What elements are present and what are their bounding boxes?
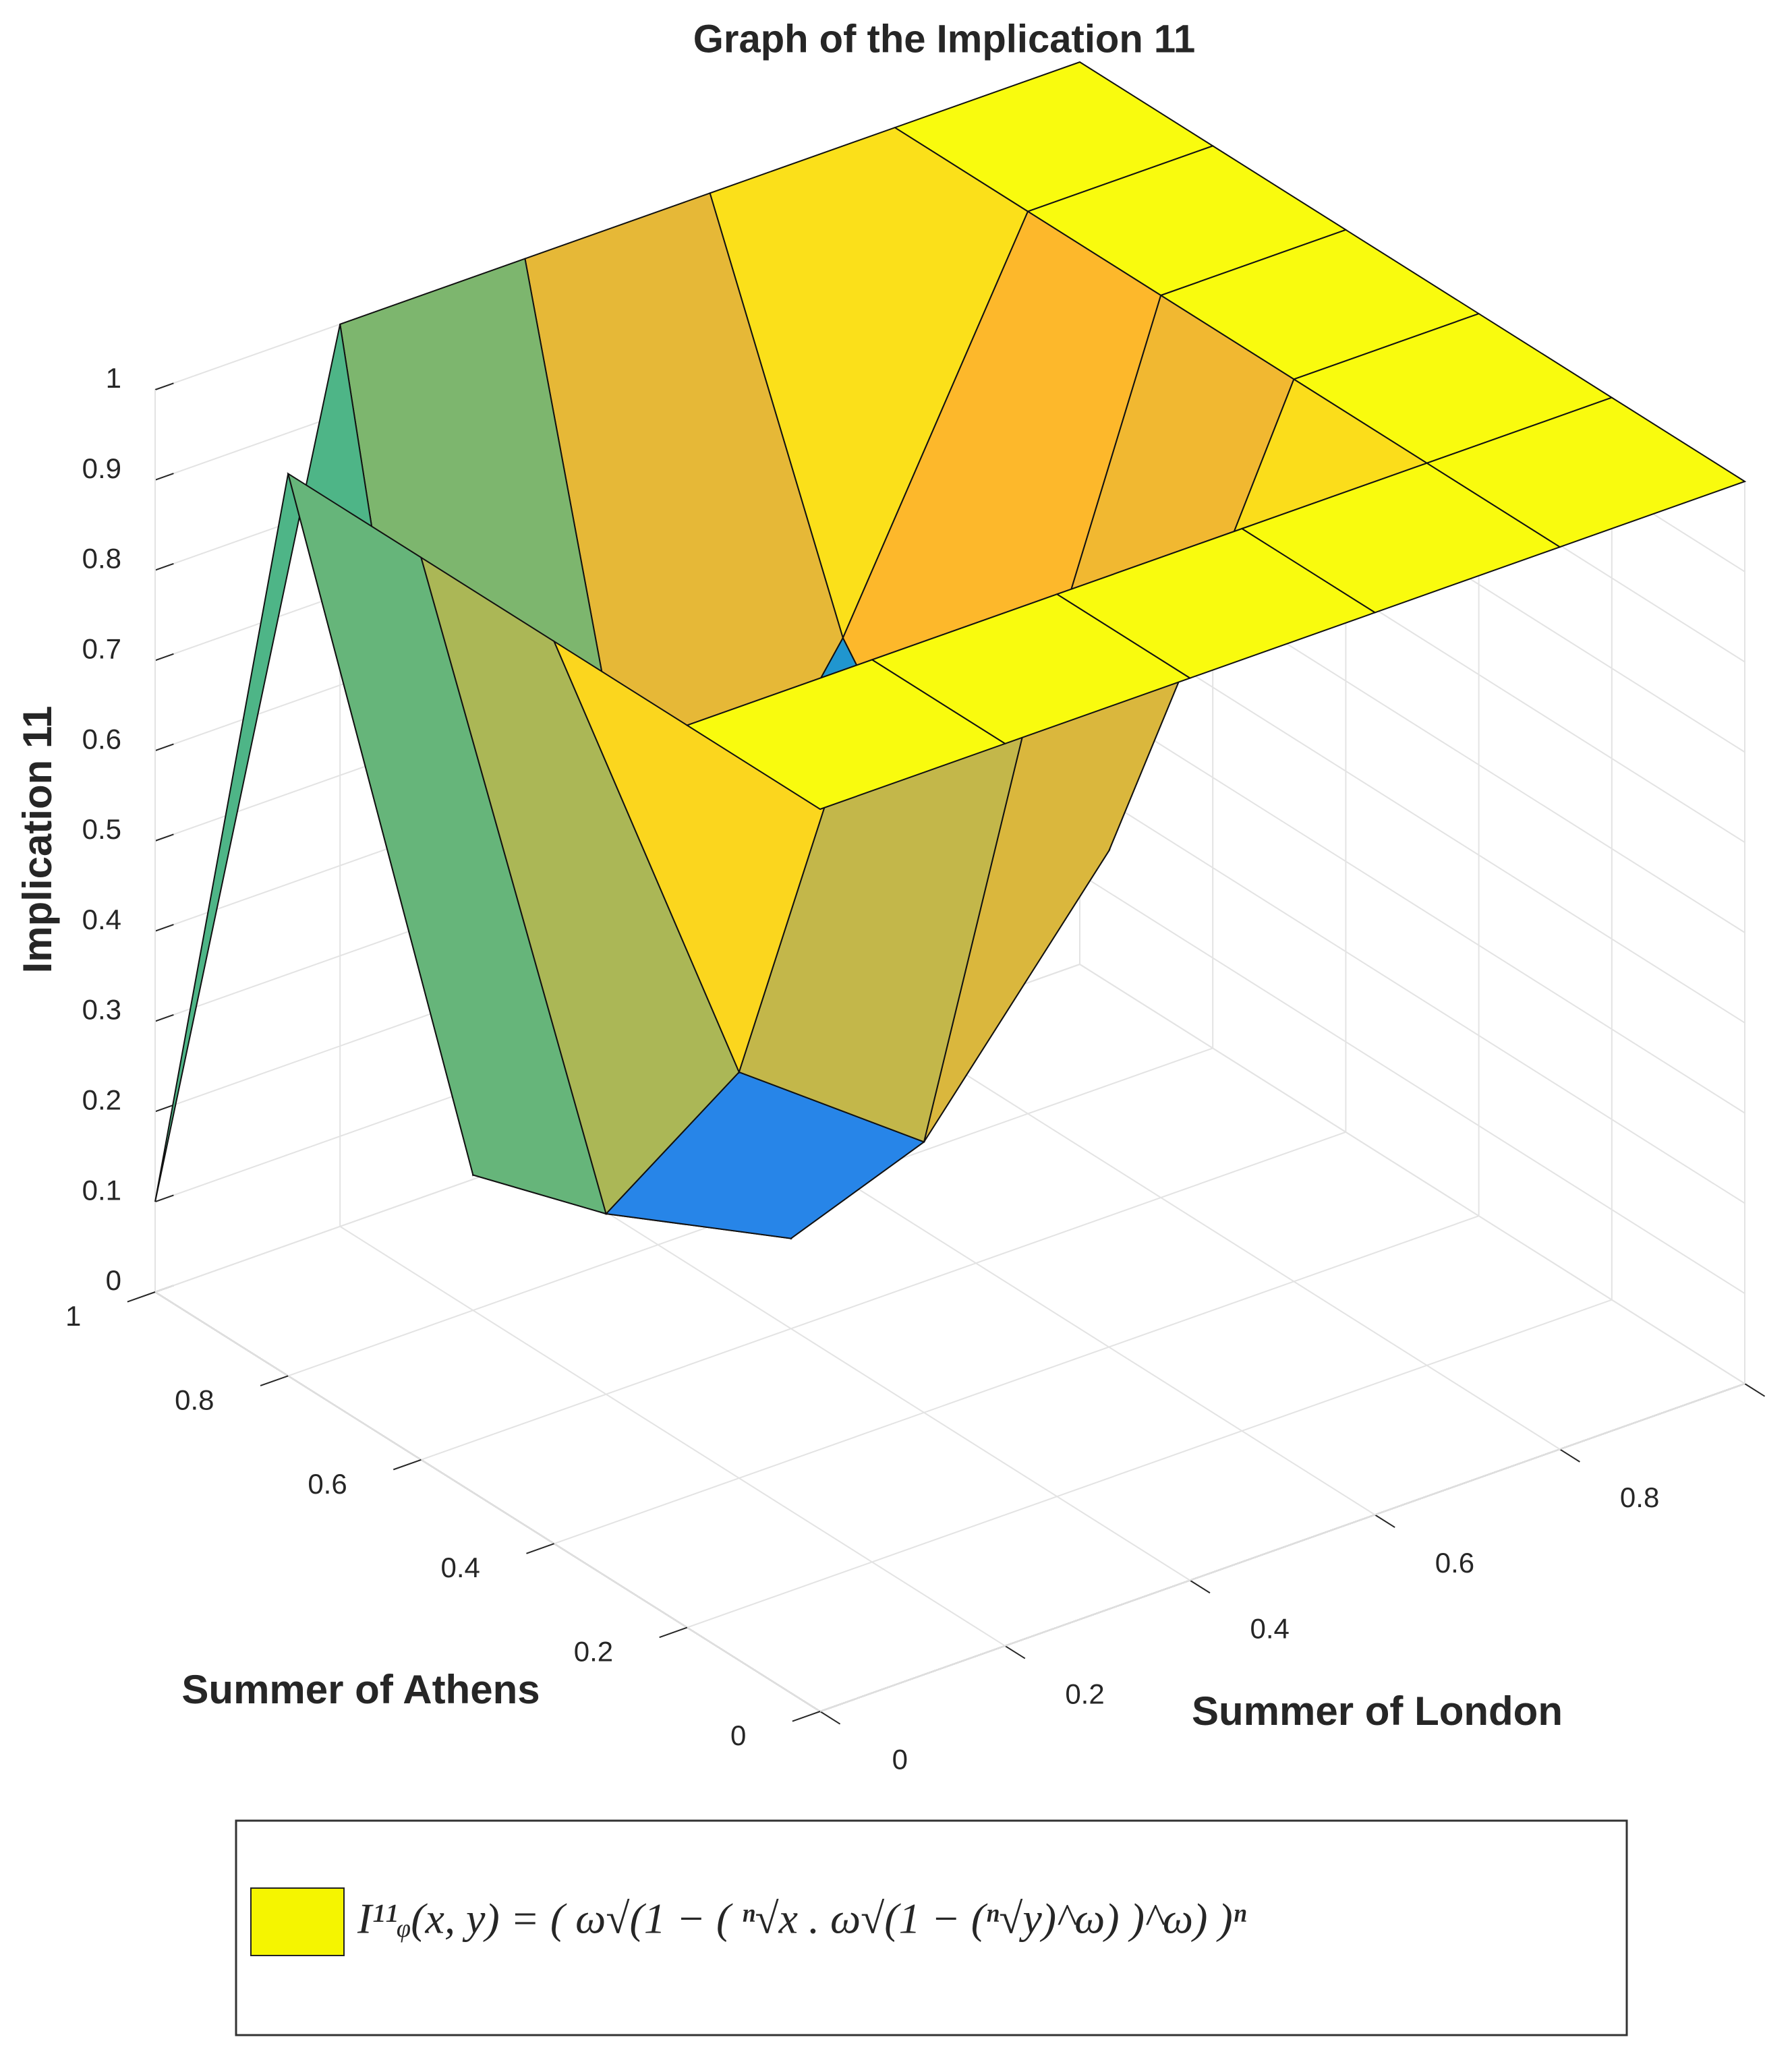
z-tick-label: 0.4 bbox=[82, 904, 121, 935]
tick-mark bbox=[154, 1194, 174, 1203]
tick-mark bbox=[154, 1014, 174, 1022]
tick-mark bbox=[154, 562, 174, 571]
tick-mark bbox=[154, 743, 174, 752]
tick-mark bbox=[154, 382, 174, 390]
tick-mark bbox=[154, 1104, 174, 1113]
legend-box bbox=[235, 1819, 1628, 2036]
tick-mark bbox=[393, 1459, 422, 1471]
grid-line bbox=[421, 1131, 1346, 1461]
x-tick-label: 0.4 bbox=[1250, 1612, 1290, 1644]
y-tick-label: 0.8 bbox=[175, 1384, 214, 1415]
tick-mark bbox=[154, 473, 174, 481]
tick-mark bbox=[1189, 1579, 1211, 1594]
y-tick-label: 1 bbox=[65, 1300, 81, 1332]
z-tick-label: 0.1 bbox=[82, 1174, 121, 1206]
z-tick-label: 0 bbox=[106, 1264, 121, 1296]
y-tick-label: 0 bbox=[730, 1720, 746, 1751]
tick-mark bbox=[792, 1711, 821, 1722]
tick-mark bbox=[154, 924, 174, 932]
chart-title: Graph of the Implication 11 bbox=[693, 17, 1195, 61]
x-tick-label: 0 bbox=[892, 1744, 908, 1775]
grid-line bbox=[1079, 964, 1745, 1384]
z-tick-label: 0.6 bbox=[82, 723, 121, 755]
surface bbox=[154, 61, 1747, 1240]
grid-line bbox=[339, 1225, 1006, 1647]
x-tick-label: 0.2 bbox=[1065, 1678, 1104, 1710]
tick-mark bbox=[1004, 1645, 1026, 1660]
grid-line bbox=[1079, 783, 1745, 1204]
z-tick-label: 0.2 bbox=[82, 1084, 121, 1115]
tick-mark bbox=[154, 653, 174, 662]
grid-line bbox=[154, 1291, 821, 1712]
legend-swatch bbox=[250, 1887, 345, 1956]
x-axis-label: Summer of London bbox=[1192, 1688, 1563, 1734]
tick-mark bbox=[1559, 1448, 1580, 1463]
x-tick-label: 0.8 bbox=[1620, 1481, 1659, 1513]
grid-line bbox=[819, 1383, 1745, 1712]
z-tick-label: 0.9 bbox=[82, 452, 121, 484]
grid-line bbox=[554, 1215, 1479, 1545]
tick-mark bbox=[1744, 1383, 1766, 1397]
x-tick-label: 0.6 bbox=[1435, 1547, 1474, 1579]
z-tick-label: 0.3 bbox=[82, 994, 121, 1026]
y-axis-label: Summer of Athens bbox=[181, 1667, 540, 1712]
z-tick-label: 0.8 bbox=[82, 543, 121, 575]
y-tick-label: 0.6 bbox=[308, 1468, 347, 1500]
z-tick-label: 1 bbox=[106, 362, 121, 394]
surface-patch bbox=[685, 659, 1007, 811]
grid-line bbox=[894, 1029, 1561, 1450]
z-tick-label: 0.7 bbox=[82, 633, 121, 664]
y-tick-label: 0.4 bbox=[441, 1552, 480, 1583]
z-tick-label: 0.5 bbox=[82, 813, 121, 845]
tick-mark bbox=[127, 1291, 156, 1303]
grid-line bbox=[687, 1299, 1613, 1628]
grid-line bbox=[1079, 693, 1745, 1114]
tick-mark bbox=[819, 1711, 841, 1725]
tick-mark bbox=[1375, 1514, 1395, 1528]
grid-line bbox=[524, 1160, 1190, 1581]
tick-mark bbox=[260, 1375, 289, 1386]
tick-mark bbox=[526, 1543, 554, 1554]
tick-mark bbox=[154, 833, 174, 842]
legend: I¹¹ᵩ(x, y) = ( ω√(1 − ( ⁿ√x . ω√(1 − (ⁿ√… bbox=[235, 1819, 1628, 2036]
y-tick-label: 0.2 bbox=[574, 1636, 613, 1668]
grid-line bbox=[1079, 873, 1745, 1295]
legend-label: I¹¹ᵩ(x, y) = ( ω√(1 − ( ⁿ√x . ω√(1 − (ⁿ√… bbox=[357, 1895, 1246, 1943]
z-axis-label: Implication 11 bbox=[15, 706, 60, 974]
tick-mark bbox=[659, 1626, 688, 1639]
